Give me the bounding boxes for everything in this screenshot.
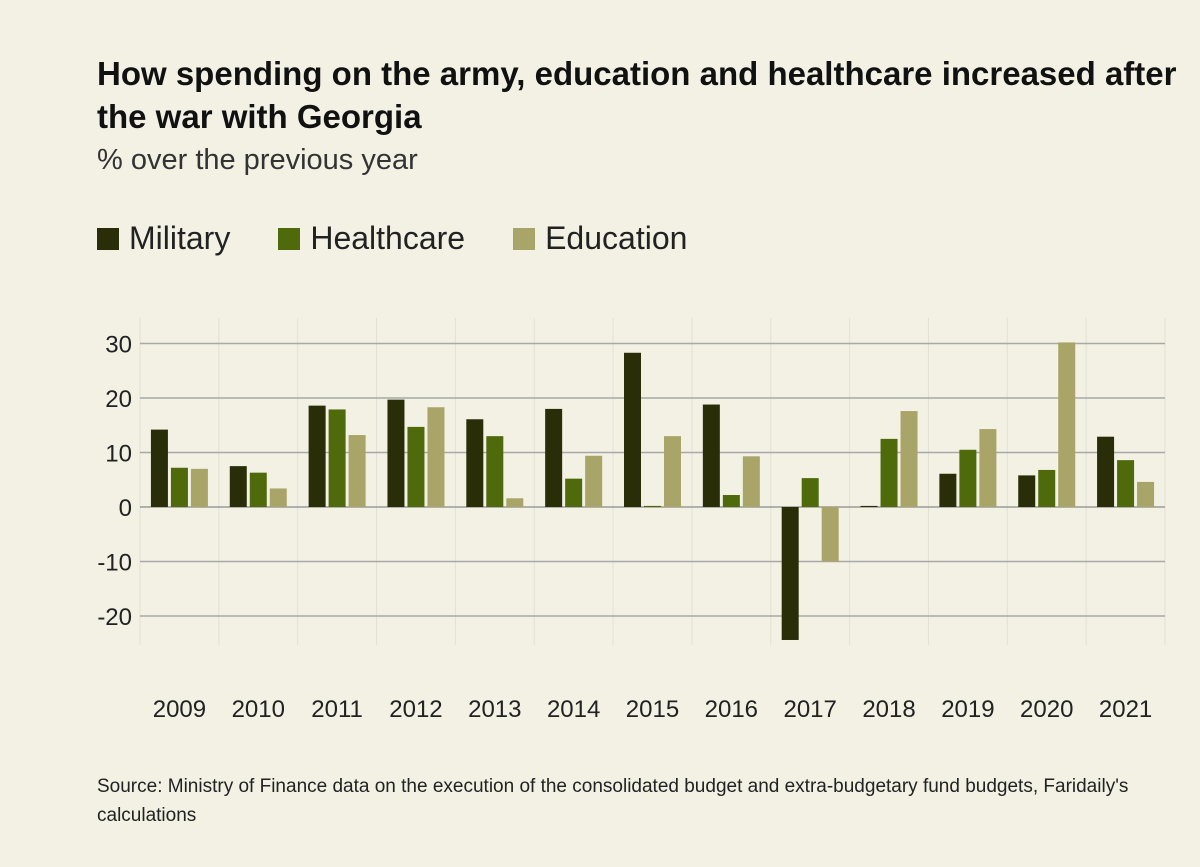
bar-education-2014: [585, 455, 603, 507]
x-tick-label: 2013: [468, 696, 521, 723]
bar-healthcare-2021: [1117, 460, 1135, 507]
legend-swatch-military: [97, 227, 119, 250]
bar-healthcare-2019: [959, 449, 977, 507]
bar-education-2011: [348, 435, 366, 507]
bar-healthcare-2011: [328, 409, 346, 507]
bar-healthcare-2009: [170, 467, 188, 507]
bar-military-2009: [150, 429, 168, 507]
bar-education-2012: [427, 407, 445, 507]
x-tick-label: 2017: [783, 696, 836, 723]
x-tick-label: 2021: [1099, 696, 1152, 723]
x-tick-label: 2018: [862, 696, 915, 723]
bar-education-2010: [269, 488, 287, 507]
bar-healthcare-2013: [486, 436, 504, 507]
legend-label-healthcare: Healthcare: [310, 220, 466, 256]
bar-healthcare-2010: [249, 472, 267, 507]
bar-military-2010: [229, 466, 247, 507]
y-tick-label: 10: [105, 441, 132, 468]
y-tick-label: 20: [105, 386, 132, 413]
source-note: Source: Ministry of Finance data on the …: [97, 776, 1129, 826]
x-tick-label: 2020: [1020, 696, 1073, 723]
bar-military-2011: [308, 405, 326, 507]
chart-subtitle: % over the previous year: [97, 144, 418, 176]
bar-healthcare-2020: [1038, 469, 1056, 507]
bar-healthcare-2014: [565, 478, 583, 507]
bar-military-2014: [545, 408, 563, 507]
bar-healthcare-2015: [644, 505, 661, 507]
bar-education-2016: [742, 456, 760, 507]
bar-military-2020: [1018, 475, 1036, 507]
x-tick-label: 2016: [705, 696, 758, 723]
x-tick-label: 2011: [311, 696, 363, 723]
bar-education-2018: [900, 411, 918, 507]
legend-item-education: Education: [513, 220, 687, 257]
y-tick-label: 30: [105, 332, 132, 359]
bar-military-2017: [781, 507, 799, 640]
legend: Military Healthcare Education: [97, 220, 735, 257]
bar-education-2013: [506, 498, 524, 507]
bar-military-2015: [624, 352, 641, 507]
x-tick-label: 2010: [232, 696, 285, 723]
legend-item-healthcare: Healthcare: [278, 220, 465, 257]
bar-education-2009: [190, 468, 208, 507]
y-tick-label: -10: [97, 550, 132, 577]
x-tick-label: 2019: [941, 696, 994, 723]
bar-military-2013: [466, 419, 484, 507]
legend-swatch-healthcare: [278, 227, 301, 250]
bar-education-2021: [1137, 481, 1155, 507]
x-tick-label: 2015: [626, 696, 679, 723]
bar-healthcare-2012: [407, 426, 425, 507]
legend-label-education: Education: [545, 220, 688, 256]
bar-military-2018: [860, 505, 878, 507]
bar-education-2020: [1058, 342, 1076, 507]
bar-military-2019: [939, 473, 957, 507]
y-tick-label: 0: [119, 495, 132, 522]
legend-swatch-education: [513, 227, 536, 250]
bar-healthcare-2017: [801, 478, 819, 507]
bar-military-2021: [1097, 436, 1115, 507]
x-tick-label: 2009: [153, 696, 206, 723]
bar-military-2016: [702, 404, 720, 507]
legend-item-military: Military: [97, 220, 230, 257]
bar-education-2017: [821, 507, 839, 562]
bar-healthcare-2018: [880, 438, 898, 507]
legend-label-military: Military: [129, 220, 231, 256]
bar-education-2019: [979, 429, 997, 507]
chart-title: How spending on the army, education and …: [97, 55, 1177, 135]
bar-healthcare-2016: [722, 495, 740, 507]
bar-education-2015: [664, 436, 681, 507]
y-tick-label: -20: [97, 604, 132, 631]
x-tick-label: 2012: [389, 696, 442, 723]
x-tick-label: 2014: [547, 696, 600, 723]
bar-military-2012: [387, 399, 405, 507]
